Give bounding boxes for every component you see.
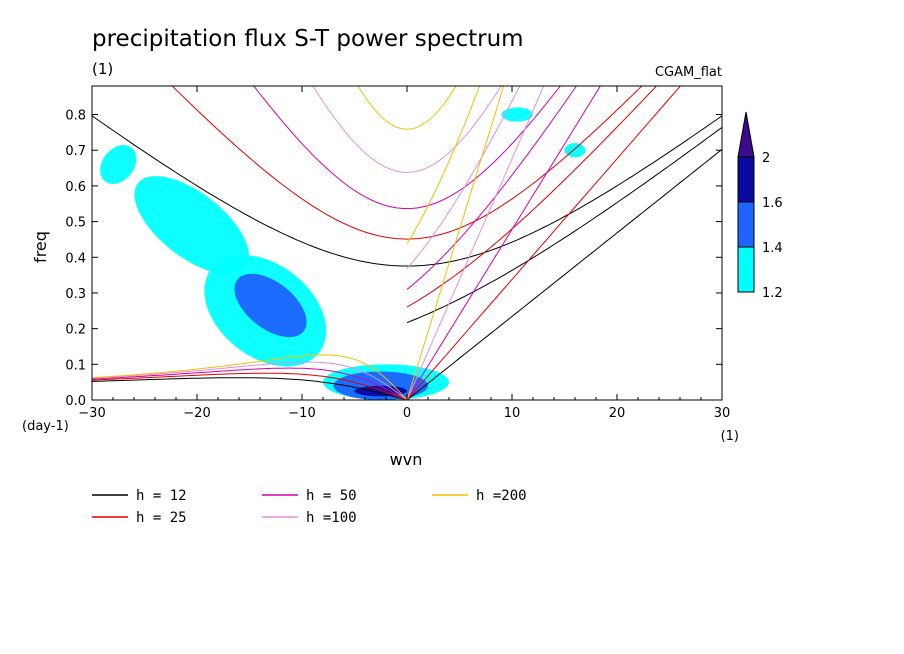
colorbar-swatch-1	[737, 246, 755, 293]
colorbar-swatch-2	[737, 201, 755, 248]
contour-region-2	[354, 385, 407, 397]
dispersion-curves	[92, 86, 722, 400]
rossby-wave-h100	[92, 361, 408, 400]
mrg-wave-h200	[406, 86, 481, 244]
y-axis-units: (day-1)	[22, 419, 69, 434]
x-tick-label: 30	[714, 406, 731, 421]
inertia-gravity-wave-h50	[253, 86, 561, 210]
y-tick-label: 0.7	[65, 144, 86, 159]
legend-label: h = 25	[136, 510, 187, 526]
colorbar-label: 1.4	[762, 241, 783, 256]
legend-label: h =200	[476, 488, 527, 504]
legend-label: h = 50	[306, 488, 357, 504]
y-tick-label: 0.4	[65, 251, 86, 266]
legend-label: h =100	[306, 510, 357, 526]
kelvin-wave-h200	[406, 86, 505, 400]
rossby-wave-h25	[92, 372, 408, 400]
x-axis-label: wvn	[390, 450, 423, 469]
colorbar-label: 2	[762, 151, 770, 166]
rossby-wave-h200	[92, 354, 408, 400]
chart-subtitle: (1)	[92, 60, 113, 78]
colorbar: 1.2 1.4 1.6 2	[737, 111, 783, 301]
mrg-wave-h25	[406, 86, 658, 308]
legend-label: h = 12	[136, 488, 187, 504]
contour-fills	[100, 107, 586, 400]
y-tick-label: 0.6	[65, 180, 86, 195]
x-tick-label: 0	[403, 406, 411, 421]
kelvin-wave-h50	[406, 86, 601, 400]
contour-region-1_2	[134, 176, 250, 275]
x-tick-label: −30	[78, 406, 105, 421]
model-label: CGAM_flat	[655, 65, 722, 80]
rossby-wave-h12	[92, 377, 408, 400]
inertia-gravity-wave-h25	[171, 86, 643, 240]
x-tick-label: −20	[183, 406, 210, 421]
contour-region-1_6	[234, 273, 307, 338]
y-tick-label: 0.2	[65, 323, 86, 338]
axes: −30 −20 −10 0 10 20 30 0.0 0.1 0.2 0.3 0.4 0.5 0.6 0.7…	[65, 86, 730, 421]
inertia-gravity-wave-h200	[357, 86, 457, 130]
legend: h = 12 h = 25 h = 50 h =100 h =200	[92, 488, 527, 526]
x-axis-units: (1)	[721, 429, 739, 444]
x-tick-label: 10	[504, 406, 521, 421]
rossby-wave-h50	[92, 367, 408, 400]
mrg-wave-h50	[406, 86, 578, 290]
y-tick-label: 0.3	[65, 287, 86, 302]
mrg-wave-h100	[406, 86, 521, 269]
y-tick-label: 0.8	[65, 109, 86, 124]
x-tick-label: −10	[288, 406, 315, 421]
y-axis-label: freq	[31, 231, 50, 263]
y-tick-label: 0.1	[65, 358, 86, 373]
colorbar-label: 1.2	[762, 286, 783, 301]
contour-region-1_2	[501, 107, 533, 122]
inertia-gravity-wave-h12	[92, 115, 722, 267]
y-tick-label: 0.5	[65, 216, 86, 231]
x-tick-label: 20	[609, 406, 626, 421]
kelvin-wave-h12	[406, 148, 722, 400]
contour-region-1_2	[100, 145, 137, 184]
colorbar-arrow	[737, 111, 755, 158]
colorbar-swatch-3	[737, 156, 755, 203]
chart-title: precipitation flux S-T power spectrum	[92, 26, 524, 52]
y-tick-label: 0.0	[65, 394, 86, 409]
colorbar-label: 1.6	[762, 196, 783, 211]
kelvin-wave-h100	[406, 86, 545, 400]
mrg-wave-h12	[406, 126, 722, 324]
inertia-gravity-wave-h100	[312, 86, 502, 173]
kelvin-wave-h25	[406, 86, 682, 400]
